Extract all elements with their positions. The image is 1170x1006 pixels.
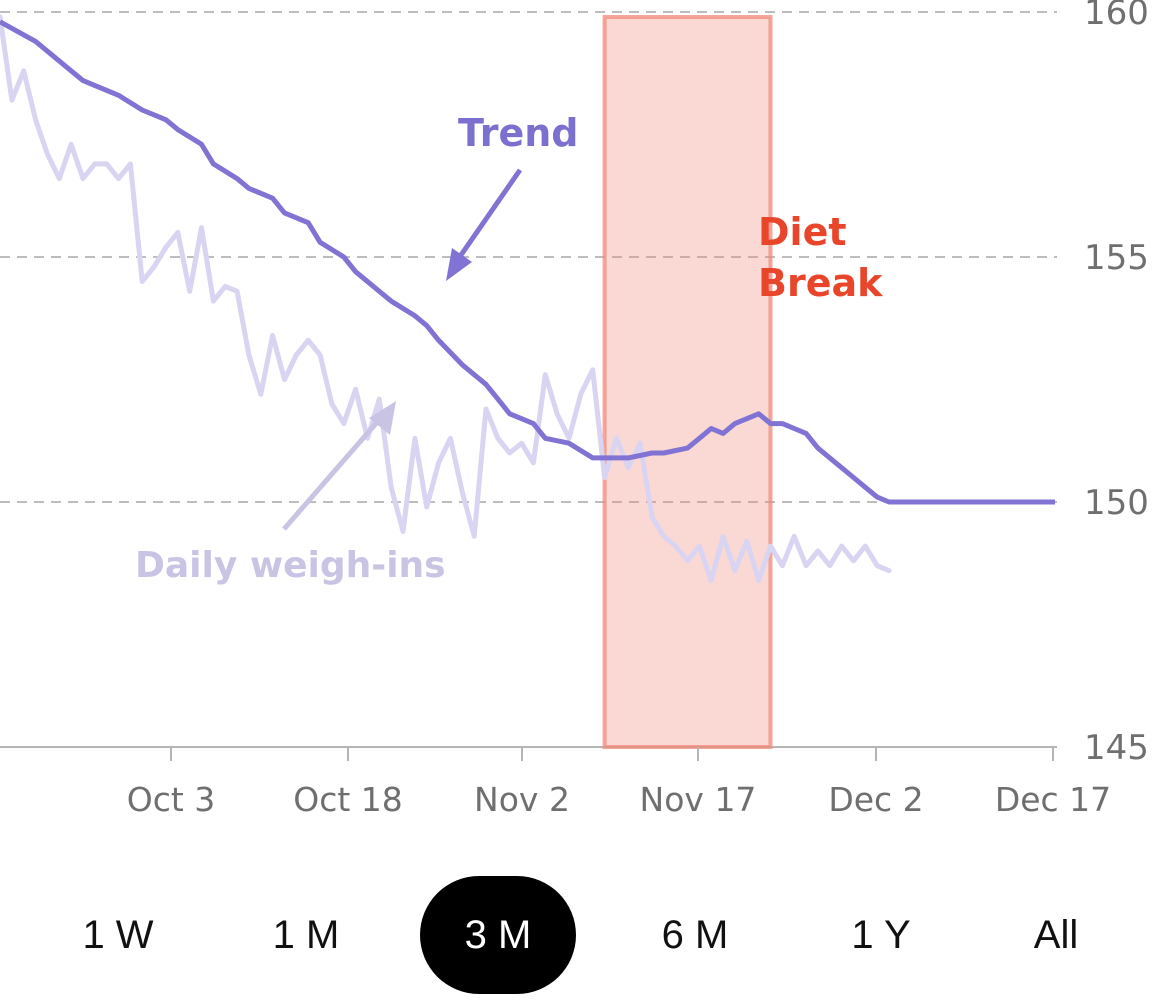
x-tick-label: Dec 2 <box>828 780 923 819</box>
x-axis-ticks: Oct 3 Oct 18 Nov 2 Nov 17 Dec 2 Dec 17 <box>127 747 1111 819</box>
x-tick-label: Oct 18 <box>293 780 403 819</box>
y-tick-label: 150 <box>1084 483 1149 523</box>
range-option-1w[interactable]: 1 W <box>82 912 154 957</box>
trend-arrowhead <box>446 248 472 281</box>
weight-chart: 160 155 150 145 Oct 3 Oct 18 Nov 2 Nov 17 Dec 2… <box>0 0 1149 819</box>
x-tick-label: Nov 2 <box>474 780 570 819</box>
diet-break-band <box>602 15 773 749</box>
y-tick-label: 145 <box>1084 728 1149 768</box>
trend-line <box>0 19 1055 505</box>
x-tick-label: Oct 3 <box>127 780 216 819</box>
diet-break-label-line1: Diet <box>758 210 847 254</box>
y-tick-label: 160 <box>1084 0 1149 33</box>
daily-weigh-ins-line <box>0 14 892 583</box>
diet-break-label-line2: Break <box>758 261 883 305</box>
daily-annotation-arrow <box>282 410 388 531</box>
y-axis-ticks: 160 155 150 145 <box>1084 0 1149 768</box>
x-tick-label: Nov 17 <box>640 780 757 819</box>
range-option-1m[interactable]: 1 M <box>272 912 340 957</box>
x-tick-label: Dec 17 <box>995 780 1111 819</box>
daily-arrowhead <box>369 401 396 435</box>
range-option-all[interactable]: All <box>1033 912 1079 957</box>
range-option-6m[interactable]: 6 M <box>661 912 729 957</box>
time-range-selector: 1 W 1 M 3 M 6 M 1 Y All <box>0 872 1170 998</box>
grid-lines <box>0 11 1057 748</box>
daily-annotation-label: Daily weigh-ins <box>135 545 446 586</box>
trend-annotation-arrow <box>449 168 523 270</box>
y-tick-label: 155 <box>1084 238 1149 278</box>
range-option-3m[interactable]: 3 M <box>420 876 576 994</box>
range-option-1y[interactable]: 1 Y <box>851 912 911 957</box>
trend-annotation-label: Trend <box>458 111 579 155</box>
